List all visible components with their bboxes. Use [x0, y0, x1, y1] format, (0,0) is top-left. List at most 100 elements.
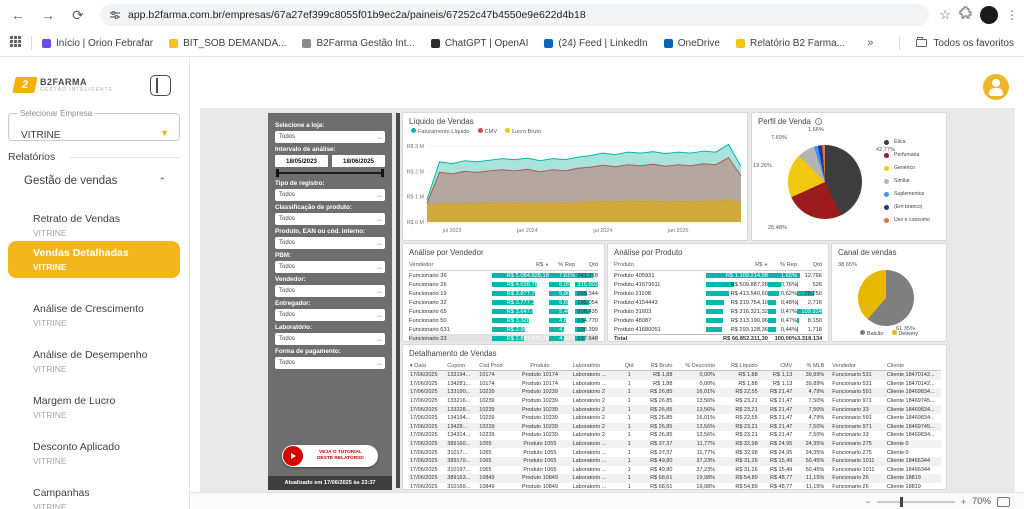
divider	[31, 36, 32, 50]
filter-select[interactable]: Todos ⌄	[275, 237, 385, 249]
table-row[interactable]: Produto 4154443 R$ 319.754,10 0,48% 2.716	[614, 299, 822, 306]
bookmark-item[interactable]: (24) Feed | LinkedIn	[544, 38, 648, 49]
filter-select[interactable]: Todos ⌄	[275, 189, 385, 201]
sidebar-item-retrato-de-vendas[interactable]: Retrato de Vendas VITRINE	[33, 213, 120, 238]
area-chart: R$ 0 M R$ 1 M R$ 2 M R$ 3 M jul 2023 jan 2024…	[407, 143, 742, 234]
table-row[interactable]: Funcionario 26 R$ 4.038.787,10 6,05% 315.00…	[409, 281, 598, 288]
filter-select[interactable]: Todos ⌄	[275, 309, 385, 321]
legend-item: Uso e consumo	[884, 217, 930, 223]
table-row[interactable]: Funcionario 631 R$ 2.903.250,48 4,34% 128.3…	[409, 326, 598, 333]
filter-label: Entregador:	[275, 300, 311, 307]
divider	[70, 157, 180, 158]
table-row[interactable]: Produto 41680051 R$ 293.128,36 0,44% 1.718	[614, 326, 822, 333]
date-start-input[interactable]: 18/05/2023	[275, 155, 328, 167]
table-row[interactable]: 17/06/2025 310197... 1065 Produto 1065 Labor…	[410, 466, 931, 473]
filter-loja-select[interactable]: Todos ⌄	[275, 131, 385, 143]
bookmark-item[interactable]: ChatGPT | OpenAI	[430, 38, 528, 49]
table-row[interactable]: Funcionario 50 R$ 3.328.488,24 4,82% 134.77…	[409, 317, 598, 324]
date-end-input[interactable]: 18/06/2025	[332, 155, 385, 167]
main-content: Selecione a loja: Todos ⌄ Intervalo de an…	[190, 57, 1024, 509]
sidebar-item-an-lise-de-crescimento[interactable]: Análise de Crescimento VITRINE	[33, 303, 144, 328]
table-header[interactable]: ▾ Data Cupom Cod Prod Produto Laboratório Qtd…	[408, 361, 941, 371]
bookmarks-overflow-chevron[interactable]: »	[867, 37, 874, 49]
card-perfil-de-venda: Perfil de Venda i 42.77% 25.48% 19.26% 7.…	[751, 112, 947, 241]
table-row[interactable]: Funcionario 33 R$ 2.897.475,78 4,33% 137.64…	[409, 334, 598, 343]
table-row[interactable]: 17/06/2025 13428... 10239 Produto 10239 Labo…	[408, 422, 941, 432]
zoom-in-icon[interactable]: +	[960, 496, 966, 507]
logo-icon: 2	[12, 77, 38, 93]
filter-interval-label: Intervalo de análise:	[275, 146, 336, 153]
table-row[interactable]: 17/06/2025 134314... 10239 Produto 10239 Lab…	[410, 432, 935, 439]
all-favorites-label[interactable]: Todos os favoritos	[933, 37, 1014, 49]
table-row[interactable]: 17/06/2025 389163... 10849 Produto 10849 Lab…	[408, 474, 941, 483]
filter-select[interactable]: Todos ⌄	[275, 261, 385, 273]
table-header[interactable]: Vendedor R$ ▼% Rep Qtd	[409, 260, 598, 271]
table-row[interactable]: 17/06/2025 133190... 10239 Produto 10239 Lab…	[408, 388, 941, 397]
panel-scrollbar[interactable]	[396, 113, 400, 488]
table-row[interactable]: Produto 31603 R$ 316.321,32 0,47% 109.924	[614, 308, 822, 315]
filter-select[interactable]: Todos ⌄	[275, 285, 385, 297]
back-icon[interactable]: ←	[11, 7, 25, 23]
chart-title: Canal de vendas	[838, 248, 897, 257]
filter-select[interactable]: Todos ⌄	[275, 357, 385, 369]
user-avatar-button[interactable]	[983, 74, 1009, 100]
zoom-out-icon[interactable]: −	[865, 496, 871, 507]
table-row[interactable]: Produto 41679611 R$ 509.887,28 0,76% 526	[614, 281, 822, 288]
refresh-icon[interactable]: ⟳	[72, 6, 84, 23]
table-row[interactable]: 17/06/2025 310169... 10849 Produto 10849 Lab…	[410, 484, 921, 491]
table-row[interactable]: 17/06/2025 31017... 1055 Produto 1055 Labora…	[410, 449, 909, 456]
table-row[interactable]: Funcionario 36 R$ 5.084.828,18 7,61% 241.71…	[409, 272, 598, 279]
tutorial-button[interactable]: VEJA O TUTORIAL DESTE RELATÓRIO!	[282, 445, 378, 467]
sidebar-collapse-icon[interactable]	[150, 75, 171, 96]
bookmark-item[interactable]: OneDrive	[663, 38, 720, 49]
svg-text:R$ 1 M: R$ 1 M	[407, 195, 425, 201]
bookmark-item[interactable]: BIT_SOB DEMANDA...	[169, 38, 286, 49]
table-row[interactable]: Produto 21108 R$ 413.540,60 0,62% 75.250	[614, 290, 822, 297]
table-row[interactable]: 17/06/2025 134281... 10174 Produto 10174 Lab…	[410, 380, 935, 387]
sidebar-item-campanhas[interactable]: Campanhas VITRINE	[33, 487, 90, 509]
svg-text:jan 2025: jan 2025	[667, 228, 689, 234]
bookmark-star-icon[interactable]: ☆	[939, 7, 951, 22]
table-row[interactable]: Funcionario 32 R$ 3.777.188,52 5,65% 195.05…	[409, 299, 598, 306]
sidebar-item-margem-de-lucro[interactable]: Margem de Lucro VITRINE	[33, 395, 116, 420]
address-bar[interactable]: app.b2farma.com.br/empresas/67a27ef399c8…	[100, 4, 930, 26]
table-row[interactable]: Funcionario 19 R$ 3.877.703,48 5,80% 165.34…	[409, 290, 598, 297]
filter-select[interactable]: Todos ⌄	[275, 213, 385, 225]
table-header[interactable]: Produto R$ ▼% Rep Qtd	[614, 260, 822, 271]
bookmark-item[interactable]: B2Farma Gestão Int...	[302, 38, 415, 49]
apps-grid-icon[interactable]	[10, 36, 21, 50]
legend-item: Genérico	[884, 165, 930, 171]
sidebar-item-desconto-aplicado[interactable]: Desconto Aplicado VITRINE	[33, 441, 120, 466]
fit-to-page-icon[interactable]	[997, 496, 1010, 507]
canal-pie-chart[interactable]	[858, 270, 914, 326]
table-row[interactable]: Funcionario 65 R$ 3.647.805,04 5,46% 206.43…	[409, 308, 598, 315]
table-row[interactable]: 17/06/2025 389170... 1065 Produto 1065 Labor…	[408, 456, 941, 466]
card-detalhamento-de-vendas: Detalhamento de Vendas ▾ Data Cupom Cod Pr…	[402, 344, 947, 500]
company-select-value: VITRINE	[21, 130, 61, 141]
table-row[interactable]: 17/06/2025 134194... 10239 Produto 10239 Lab…	[410, 415, 935, 422]
sidebar-item-vendas-detalhadas[interactable]: Vendas Detalhadas VITRINE	[8, 241, 180, 278]
bookmark-item[interactable]: Início | Orion Febrafar	[42, 38, 153, 49]
table-row[interactable]: 17/06/2025 389160... 1055 Produto 1055 Labor…	[408, 439, 941, 449]
filter-label: Tipo de registro:	[275, 180, 325, 187]
site-info-icon[interactable]	[110, 10, 120, 20]
filter-select[interactable]: Todos ⌄	[275, 333, 385, 345]
sidebar-item-an-lise-de-desempenho[interactable]: Análise de Desempenho VITRINE	[33, 349, 148, 374]
date-range-slider[interactable]	[276, 169, 384, 177]
table-row[interactable]: Produto 48087 R$ 313.190,96 0,47% 8.150	[614, 317, 822, 324]
bookmark-item[interactable]: Relatório B2 Farma...	[735, 38, 845, 49]
perfil-pie-chart[interactable]	[788, 145, 862, 219]
profile-avatar[interactable]	[980, 6, 998, 24]
table-row[interactable]: 17/06/2025 133228... 10239 Produto 10239 Lab…	[408, 405, 941, 414]
zoom-slider[interactable]	[876, 496, 955, 507]
info-icon[interactable]: i	[814, 118, 822, 126]
forward-icon[interactable]: →	[41, 7, 55, 23]
group-gestao-de-vendas[interactable]: Gestão de vendas ⌃	[24, 175, 166, 187]
table-row[interactable]: Produto 405931 R$ 1.109.214,98 1,65% 12.766	[614, 272, 822, 279]
table-row[interactable]: 17/06/2025 133194... 10174 Produto 10174 Lab…	[408, 371, 941, 380]
svg-text:R$ 3 M: R$ 3 M	[407, 144, 425, 150]
extensions-icon[interactable]	[959, 6, 972, 24]
company-select[interactable]: Selecionar Empresa VITRINE ▼	[8, 109, 180, 141]
table-row[interactable]: 17/06/2025 133216... 10239 Produto 10239 Lab…	[410, 398, 935, 405]
menu-kebab-icon[interactable]: ⋮	[1006, 8, 1018, 22]
